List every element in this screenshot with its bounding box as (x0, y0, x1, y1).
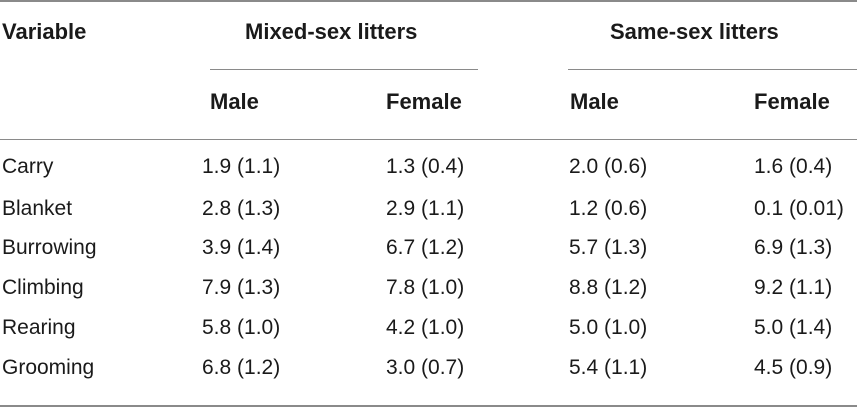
cell-same-female: 4.5 (0.9) (754, 356, 833, 379)
row-variable: Blanket (2, 197, 73, 220)
cell-mixed-male: 2.8 (1.3) (202, 197, 281, 220)
group-rule-mixed (210, 69, 478, 70)
cell-mixed-female: 7.8 (1.0) (386, 276, 465, 299)
row-variable: Grooming (2, 356, 95, 379)
cell-mixed-male: 6.8 (1.2) (202, 356, 281, 379)
cell-same-female: 9.2 (1.1) (754, 276, 833, 299)
cell-same-male: 5.0 (1.0) (569, 316, 648, 339)
cell-same-female: 0.1 (0.01) (754, 197, 844, 220)
header-mixed-female: Female (386, 89, 462, 114)
row-variable: Climbing (2, 276, 84, 299)
table-top-rule (0, 0, 857, 2)
header-bottom-rule (0, 139, 857, 140)
header-mixed-male: Male (210, 89, 259, 114)
row-variable: Burrowing (2, 236, 97, 259)
row-variable: Carry (2, 155, 54, 178)
row-variable: Rearing (2, 316, 76, 339)
cell-same-female: 5.0 (1.4) (754, 316, 833, 339)
group-rule-same (568, 69, 857, 70)
cell-mixed-female: 2.9 (1.1) (386, 197, 465, 220)
cell-mixed-male: 7.9 (1.3) (202, 276, 281, 299)
cell-mixed-male: 1.9 (1.1) (202, 155, 281, 178)
cell-mixed-male: 5.8 (1.0) (202, 316, 281, 339)
table-bottom-rule (0, 405, 857, 407)
cell-same-male: 2.0 (0.6) (569, 155, 648, 178)
cell-same-male: 5.4 (1.1) (569, 356, 648, 379)
cell-mixed-female: 6.7 (1.2) (386, 236, 465, 259)
cell-mixed-female: 4.2 (1.0) (386, 316, 465, 339)
cell-same-female: 6.9 (1.3) (754, 236, 833, 259)
cell-same-female: 1.6 (0.4) (754, 155, 833, 178)
header-same-male: Male (570, 89, 619, 114)
cell-same-male: 1.2 (0.6) (569, 197, 648, 220)
cell-mixed-male: 3.9 (1.4) (202, 236, 281, 259)
cell-same-male: 8.8 (1.2) (569, 276, 648, 299)
header-group-same: Same-sex litters (610, 19, 779, 44)
cell-same-male: 5.7 (1.3) (569, 236, 648, 259)
header-group-mixed: Mixed-sex litters (245, 19, 418, 44)
header-variable: Variable (2, 19, 87, 44)
header-same-female: Female (754, 89, 830, 114)
cell-mixed-female: 1.3 (0.4) (386, 155, 465, 178)
cell-mixed-female: 3.0 (0.7) (386, 356, 465, 379)
